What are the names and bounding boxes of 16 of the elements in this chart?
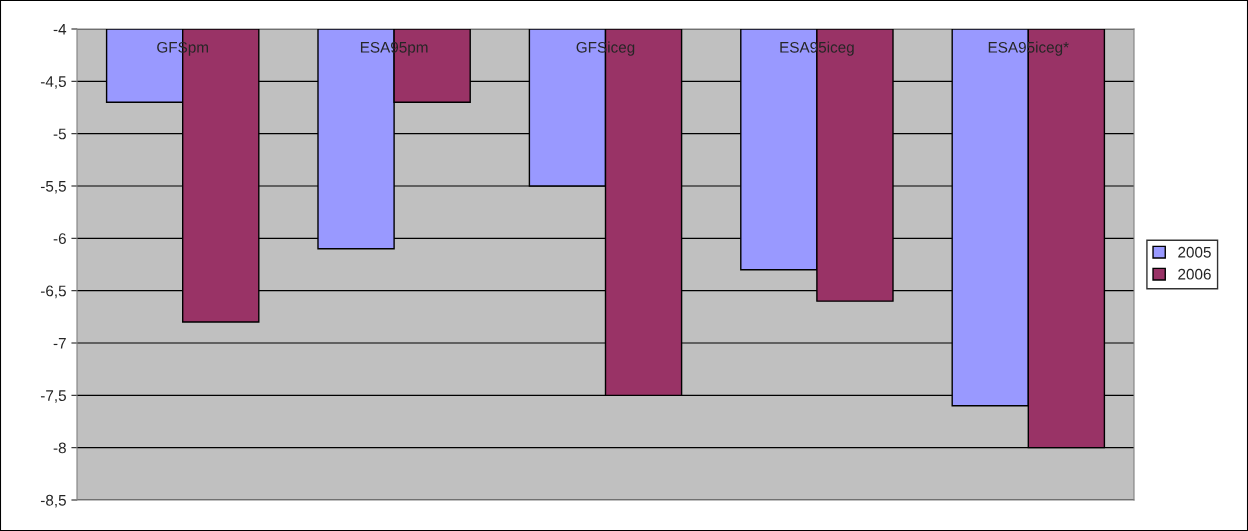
y-tick-label: -6,5 — [40, 285, 66, 299]
y-tick-label: -8 — [53, 442, 66, 454]
y-tick-label: -6 — [53, 233, 66, 245]
x-tick-label: ESA95pm — [360, 41, 428, 56]
x-tick-label: ESA95iceg* — [988, 41, 1069, 56]
x-tick-label: ESA95iceg — [780, 41, 854, 56]
legend-label: 2006 — [1178, 268, 1211, 280]
legend-label: 2005 — [1178, 246, 1211, 258]
y-tick-label: -7,5 — [40, 390, 66, 403]
y-tick-label: -4,5 — [40, 76, 66, 89]
y-tick-label: -7 — [53, 338, 66, 349]
y-tick-label: -5,5 — [40, 181, 66, 194]
y-tick-label: -4 — [53, 24, 67, 35]
y-tick-label: -8,5 — [40, 494, 66, 508]
x-tick-label: GFSpm — [157, 41, 209, 56]
y-tick-label: -5 — [53, 128, 66, 140]
